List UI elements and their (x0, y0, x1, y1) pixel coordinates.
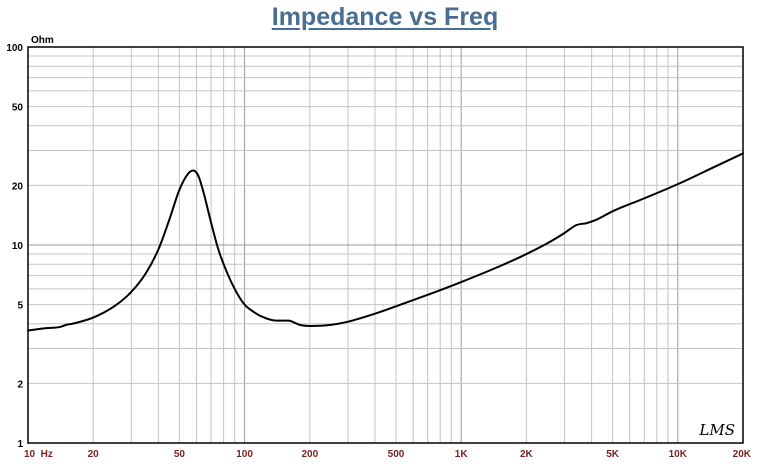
y-tick-label: 5 (17, 301, 23, 312)
grid-lines (28, 47, 743, 443)
chart-title: Impedance vs Freq (271, 3, 499, 31)
x-tick-label: 5K (606, 449, 620, 460)
x-tick-label: 500 (388, 449, 405, 460)
impedance-curve (27, 152, 744, 332)
y-tick-labels: 100 50 20 10 5 2 1 (6, 43, 23, 450)
x-tick-label: 1K (455, 449, 469, 460)
x-tick-label: 50 (174, 449, 186, 460)
x-tick-label: 10K (669, 449, 688, 460)
y-tick-label: 10 (12, 241, 24, 252)
y-tick-label: 100 (6, 43, 23, 54)
x-tick-label: 2K (520, 449, 534, 460)
y-tick-label: 50 (12, 103, 24, 114)
x-tick-label: 20 (88, 449, 100, 460)
lms-logo-watermark: LMS (698, 421, 735, 439)
y-tick-label: 2 (17, 379, 23, 390)
x-tick-label: 200 (301, 449, 318, 460)
y-tick-label: 20 (12, 181, 24, 192)
x-tick-label: 20K (733, 449, 752, 460)
plot-frame (27, 46, 744, 444)
y-tick-label: 1 (17, 439, 23, 450)
x-tick-label: 100 (236, 449, 253, 460)
y-axis-unit-label: Ohm (31, 35, 54, 46)
x-tick-labels: 10 Hz 20 50 100 200 500 1K 2K 5K 10K 20K (24, 449, 752, 460)
x-tick-label: 10 Hz (24, 449, 53, 460)
